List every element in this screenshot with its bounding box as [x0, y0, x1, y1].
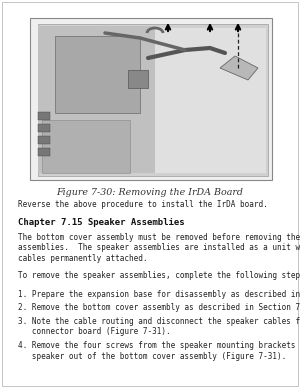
Text: cables permanently attached.: cables permanently attached. — [18, 254, 148, 263]
Text: Figure 7-30: Removing the IrDA Board: Figure 7-30: Removing the IrDA Board — [56, 188, 244, 197]
Bar — [30, 18, 272, 180]
Text: 3. Note the cable routing and disconnect the speaker cables from the: 3. Note the cable routing and disconnect… — [18, 317, 300, 326]
Polygon shape — [220, 56, 258, 80]
Bar — [38, 124, 50, 132]
Polygon shape — [55, 36, 140, 113]
Polygon shape — [42, 120, 130, 173]
Text: 2. Remove the bottom cover assembly as described in Section 7.5.: 2. Remove the bottom cover assembly as d… — [18, 303, 300, 312]
Text: 4. Remove the four screws from the speaker mounting brackets and lift the: 4. Remove the four screws from the speak… — [18, 341, 300, 350]
Text: To remove the speaker assemblies, complete the following steps:: To remove the speaker assemblies, comple… — [18, 271, 300, 280]
Text: The bottom cover assembly must be removed before removing the speaker: The bottom cover assembly must be remove… — [18, 233, 300, 242]
Polygon shape — [65, 28, 266, 173]
Text: connector board (Figure 7-31).: connector board (Figure 7-31). — [18, 327, 171, 336]
Polygon shape — [38, 26, 155, 173]
Text: assemblies.  The speaker assemblies are installed as a unit with their: assemblies. The speaker assemblies are i… — [18, 244, 300, 253]
Text: Chapter 7.15 Speaker Assemblies: Chapter 7.15 Speaker Assemblies — [18, 218, 184, 227]
Bar — [38, 136, 50, 144]
Polygon shape — [38, 24, 268, 176]
Text: Reverse the above procedure to install the IrDA board.: Reverse the above procedure to install t… — [18, 200, 268, 209]
Bar — [38, 112, 50, 120]
Polygon shape — [128, 70, 148, 88]
Text: 1. Prepare the expansion base for disassembly as described in Section 7.3.: 1. Prepare the expansion base for disass… — [18, 290, 300, 299]
Text: speaker out of the bottom cover assembly (Figure 7-31).: speaker out of the bottom cover assembly… — [18, 352, 286, 361]
Bar — [38, 148, 50, 156]
